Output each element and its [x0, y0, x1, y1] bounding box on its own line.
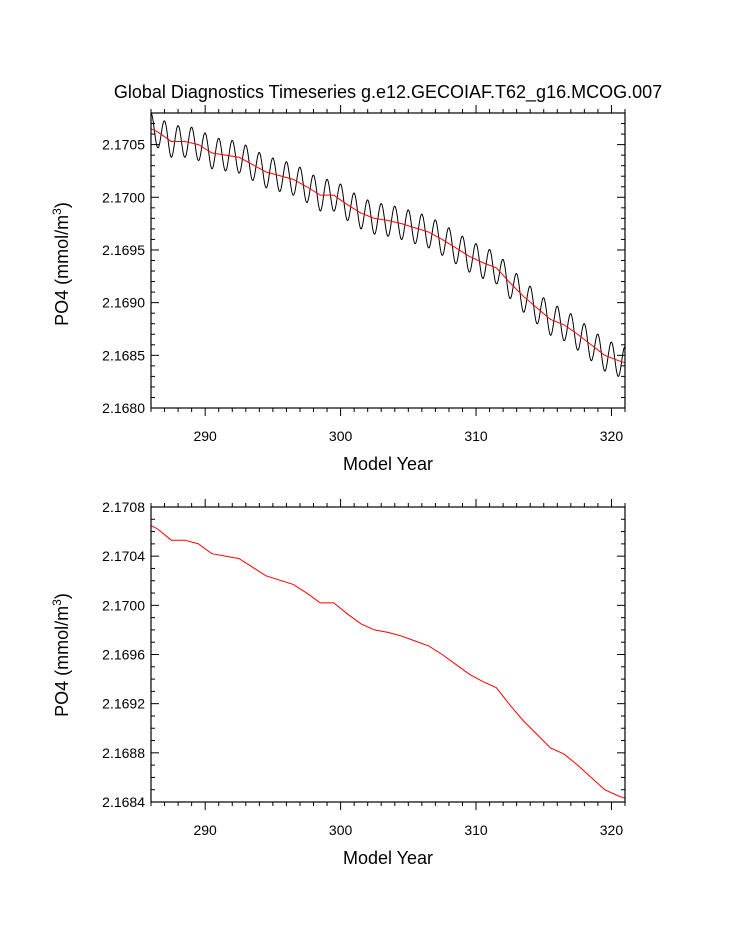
x-tick-label: 310 — [464, 428, 488, 444]
y-tick-label: 2.1688 — [102, 745, 145, 761]
bottom-x-tick-labels: 290 300 310 320 — [193, 822, 623, 838]
y-tick-label: 2.1700 — [102, 597, 145, 613]
x-tick-label: 320 — [600, 822, 624, 838]
bottom-y-axis-label-main: PO4 (mmol/m — [52, 606, 72, 717]
y-tick-label: 2.1684 — [102, 794, 145, 810]
bottom-y-axis-label: PO4 (mmol/m3) — [50, 593, 72, 717]
y-tick-label: 2.1690 — [102, 295, 145, 311]
y-tick-label: 2.1680 — [102, 400, 145, 416]
chart-title: Global Diagnostics Timeseries g.e12.GECO… — [114, 82, 662, 103]
bottom-y-tick-labels: 2.1684 2.1688 2.1692 2.1696 2.1700 2.1704 2.17… — [102, 499, 145, 810]
y-tick-label: 2.1704 — [102, 548, 145, 564]
top-y-axis-label: PO4 (mmol/m3) — [50, 202, 72, 326]
x-tick-label: 310 — [464, 822, 488, 838]
bottom-y-axis-label-close: ) — [52, 593, 72, 599]
x-tick-label: 290 — [193, 822, 217, 838]
top-x-axis-label: Model Year — [343, 454, 433, 474]
bottom-axis-ticks — [150, 499, 626, 810]
x-tick-label: 300 — [329, 428, 353, 444]
y-tick-label: 2.1705 — [102, 137, 145, 153]
y-tick-label: 2.1696 — [102, 647, 145, 663]
series-line-annual — [150, 128, 626, 364]
chart-bottom: 2.1684 2.1688 2.1692 2.1696 2.1700 2.1704 2.17… — [50, 499, 626, 868]
top-y-tick-labels: 2.1680 2.1685 2.1690 2.1695 2.1700 2.1705 — [102, 137, 145, 416]
bottom-series — [150, 525, 626, 799]
bottom-plot-frame — [150, 506, 626, 803]
top-y-axis-label-main: PO4 (mmol/m — [52, 215, 72, 326]
x-tick-label: 290 — [193, 428, 217, 444]
top-plot-frame — [150, 112, 626, 409]
top-axis-ticks — [150, 105, 626, 416]
x-tick-label: 300 — [329, 822, 353, 838]
bottom-y-axis-label-sup: 3 — [50, 599, 64, 606]
y-tick-label: 2.1692 — [102, 696, 145, 712]
top-x-tick-labels: 290 300 310 320 — [193, 428, 623, 444]
chart-top: 2.1680 2.1685 2.1690 2.1695 2.1700 2.1705 290… — [50, 105, 626, 474]
top-y-axis-label-sup: 3 — [50, 208, 64, 215]
y-tick-label: 2.1708 — [102, 499, 145, 515]
bottom-x-axis-label: Model Year — [343, 848, 433, 868]
y-tick-label: 2.1700 — [102, 189, 145, 205]
x-tick-label: 320 — [600, 428, 624, 444]
y-tick-label: 2.1695 — [102, 242, 145, 258]
top-y-axis-label-close: ) — [52, 202, 72, 208]
series-line-annual — [150, 525, 626, 799]
top-series — [150, 112, 626, 377]
y-tick-label: 2.1685 — [102, 347, 145, 363]
series-line-monthly — [150, 112, 626, 377]
